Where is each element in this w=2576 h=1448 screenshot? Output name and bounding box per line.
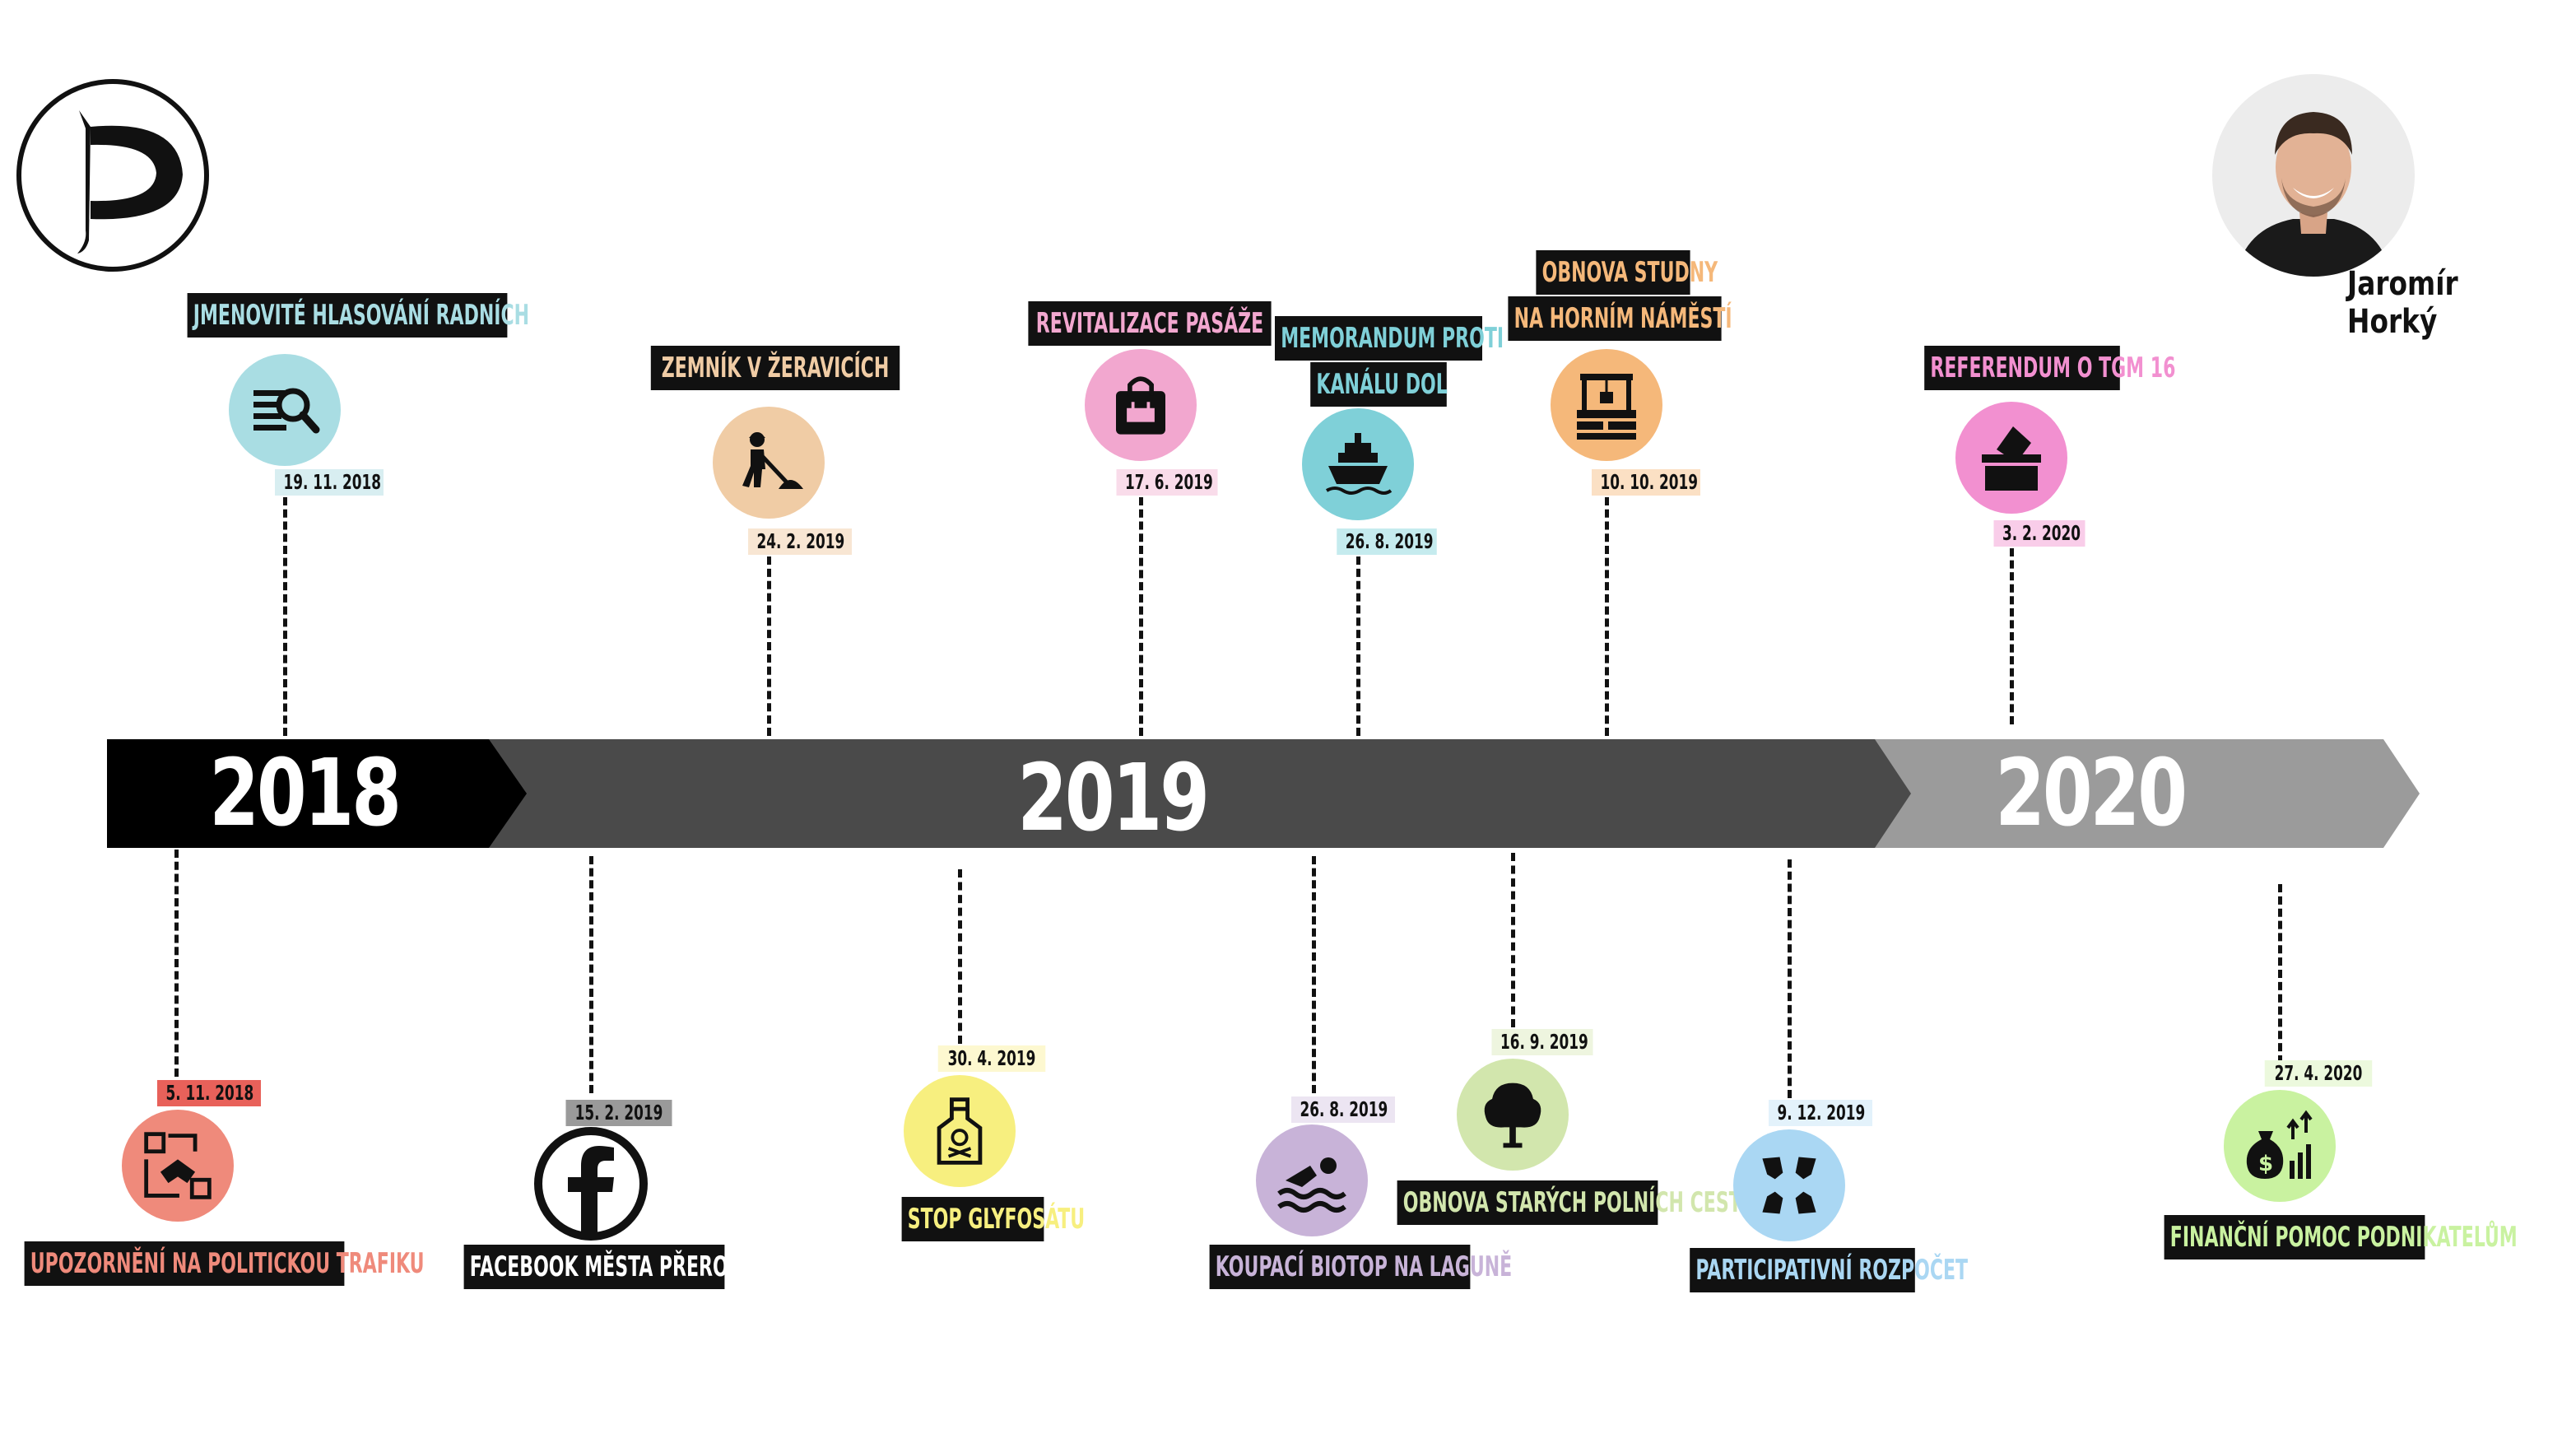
event-date: 5. 11. 2018 (157, 1080, 261, 1106)
timeline-segment-2020 (1862, 739, 2420, 848)
water-well-icon (1577, 374, 1636, 440)
avatar (2211, 72, 2416, 278)
tree-icon (1484, 1083, 1541, 1148)
connector-line (767, 556, 771, 736)
svg-text:$: $ (2258, 1152, 2273, 1176)
event-date: 26. 8. 2019 (1291, 1096, 1395, 1123)
event-icon-bubble (1457, 1059, 1569, 1171)
event-icon-bubble: $ (2224, 1090, 2336, 1202)
year-label-2019: 2019 (1017, 745, 1210, 852)
pirate-flag-logo-icon (16, 79, 209, 272)
swimmer-icon (1277, 1157, 1346, 1213)
event-date: 17. 6. 2019 (1116, 469, 1218, 496)
ballot-box-icon (1982, 426, 2041, 491)
event-date: 10. 10. 2019 (1592, 469, 1700, 496)
event-title: REVITALIZACE PASÁŽE (1028, 301, 1272, 346)
handshake-deal-icon (144, 1132, 212, 1199)
connector-line (1139, 497, 1143, 736)
year-label-2018: 2018 (209, 740, 402, 847)
event-title: KANÁLU DOL (1310, 362, 1448, 407)
event-icon-bubble (904, 1075, 1016, 1187)
timeline-segment-2019 (486, 739, 1911, 848)
shopping-bag-icon (1116, 376, 1165, 435)
event-title: FACEBOOK MĚSTA PŘEROVA (463, 1245, 755, 1289)
event-icon-bubble (533, 1126, 649, 1241)
event-date: 30. 4. 2019 (937, 1045, 1046, 1072)
event-title: STOP GLYFOSÁTU (901, 1197, 1085, 1241)
event-date: 26. 8. 2019 (1337, 528, 1437, 555)
event-icon-bubble (229, 354, 341, 466)
event-title: MEMORANDUM PROTI (1275, 316, 1504, 361)
poison-bottle-icon (937, 1097, 983, 1165)
connector-line (2278, 884, 2282, 1064)
person-name: Jaromír Horký (2347, 265, 2458, 341)
money-bag-growth-icon: $ (2246, 1110, 2313, 1179)
event-title: NA HORNÍM NÁMĚSTÍ (1508, 296, 1732, 341)
event-date: 15. 2. 2019 (565, 1100, 672, 1126)
event-icon-bubble (1955, 402, 2067, 514)
event-icon-bubble (713, 407, 825, 519)
party-logo (15, 77, 211, 273)
event-date: 24. 2. 2019 (748, 528, 852, 555)
event-date: 16. 9. 2019 (1491, 1029, 1593, 1055)
year-label-2020: 2020 (1995, 740, 2188, 847)
event-date: 27. 4. 2020 (2264, 1060, 2373, 1087)
digging-worker-icon (742, 432, 803, 489)
event-title: OBNOVA STARÝCH POLNÍCH CEST (1397, 1180, 1741, 1225)
event-date: 19. 11. 2018 (275, 469, 384, 496)
hands-together-icon (1762, 1157, 1816, 1214)
timeline-segment-2018 (107, 739, 527, 848)
event-date: 9. 12. 2019 (1769, 1100, 1872, 1126)
event-title: ZEMNÍK V ŽERAVICÍCH (650, 346, 900, 390)
event-icon-bubble (1256, 1124, 1368, 1236)
event-title: KOUPACÍ BIOTOP NA LAGUNĚ (1209, 1245, 1512, 1289)
connector-line (283, 497, 287, 736)
connector-line (1356, 556, 1360, 736)
event-title: UPOZORNĚNÍ NA POLITICKOU TRAFIKU (24, 1241, 425, 1286)
connector-line (1511, 853, 1515, 1027)
event-title: FINANČNÍ POMOC PODNIKATELŮM (2164, 1215, 2518, 1259)
event-icon-bubble (1551, 349, 1662, 461)
event-title: OBNOVA STUDNY (1536, 250, 1718, 295)
ship-icon (1325, 433, 1393, 495)
connector-line (174, 850, 179, 1077)
connector-line (1605, 497, 1609, 736)
portrait-photo (2212, 74, 2415, 277)
connector-line (1788, 859, 1792, 1098)
connector-line (2010, 548, 2014, 724)
facebook-icon (534, 1127, 648, 1241)
event-title: REFERENDUM O TGM 16 (1924, 346, 2175, 390)
event-icon-bubble (122, 1110, 234, 1222)
event-icon-bubble (1733, 1129, 1845, 1241)
event-icon-bubble (1302, 408, 1414, 520)
event-title: JMENOVITÉ HLASOVÁNÍ RADNÍCH (187, 293, 529, 338)
search-document-icon (253, 388, 320, 434)
connector-line (1312, 856, 1316, 1093)
connector-line (589, 856, 593, 1093)
event-title: PARTICIPATIVNÍ ROZPOČET (1690, 1248, 1968, 1292)
event-icon-bubble (1085, 349, 1197, 461)
connector-line (958, 869, 962, 1044)
event-date: 3. 2. 2020 (1993, 520, 2085, 547)
